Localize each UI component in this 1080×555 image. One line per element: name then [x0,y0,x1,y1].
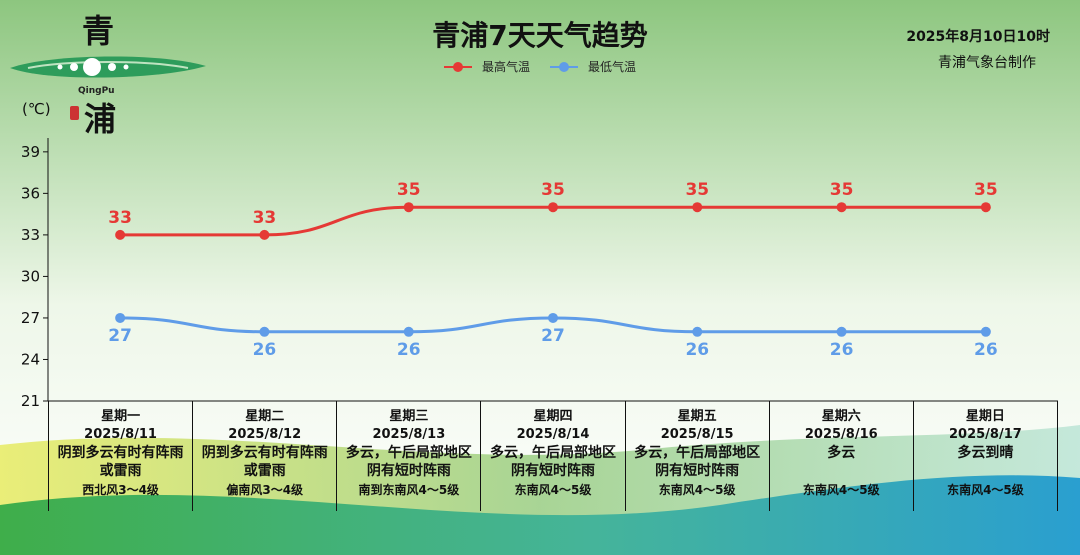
forecast-date: 2025/8/16 [804,427,878,442]
forecast-weekday: 星期日 [965,409,1005,424]
legend-low-line-icon [550,61,578,72]
logo-char-top: 青 [82,12,115,50]
forecast-weekday: 星期四 [533,409,573,424]
forecast-cell: 星期二 2025/8/12 阴到多云有时有阵雨或雷雨偏南风3～4级 [193,401,338,511]
data-point [980,326,991,337]
legend-item-low: 最低气温 [550,58,636,75]
forecast-wind: 东南风4～5级 [802,483,880,497]
logo-seal-icon [70,106,79,120]
agency-label: 青浦气象台制作 [938,55,1036,71]
forecast-description: 多云到晴 [957,445,1014,461]
data-label: 26 [397,340,421,360]
forecast-table: 星期一 2025/8/11 阴到多云有时有阵雨或雷雨西北风3～4级 星期二 2025/8… [48,401,1058,511]
y-tick-label: 21 [21,392,40,410]
forecast-description: 多云，午后局部地区阴有短时阵雨 [634,445,761,479]
forecast-description: 多云 [827,445,856,461]
forecast-weekday: 星期二 [245,409,285,424]
data-label: 35 [830,180,854,200]
forecast-cell: 星期六 2025/8/16 多云东南风4～5级 [770,401,914,511]
forecast-wind: 东南风4～5级 [947,483,1024,497]
y-tick-label: 36 [21,184,40,202]
data-label: 33 [108,208,132,228]
forecast-description: 阴到多云有时有阵雨或雷雨 [57,445,184,479]
logo-pinyin: QingPu [78,86,115,96]
forecast-date: 2025/8/13 [372,427,446,442]
forecast-date: 2025/8/12 [228,427,302,442]
forecast-wind: 西北风3～4级 [82,483,159,497]
forecast-weekday: 星期一 [101,409,141,424]
y-tick-label: 30 [21,267,40,285]
data-point [980,202,991,213]
data-point [115,229,126,240]
legend-high-label: 最高气温 [481,60,530,74]
forecast-description: 阴到多云有时有阵雨或雷雨 [201,445,328,479]
data-point [115,312,126,323]
forecast-date: 2025/8/11 [84,427,157,442]
forecast-weekday: 星期五 [677,409,717,424]
data-label: 35 [685,180,709,200]
forecast-weekday: 星期三 [389,409,429,424]
data-label: 26 [253,340,277,360]
data-point [692,202,703,213]
data-point [259,326,270,337]
data-label: 27 [108,326,132,346]
forecast-wind: 东南风4～5级 [514,483,592,497]
data-label: 26 [974,340,998,360]
forecast-date: 2025/8/17 [949,427,1022,442]
logo-char-bottom: 浦 [84,100,117,138]
forecast-cell: 星期日 2025/8/17 多云到晴东南风4～5级 [914,401,1058,511]
data-point [548,202,558,213]
data-label: 35 [397,180,421,200]
legend-low-label: 最低气温 [588,60,637,74]
forecast-wind: 偏南风3～4级 [226,483,304,497]
forecast-weekday: 星期六 [821,409,861,424]
y-tick-label: 33 [21,226,40,244]
forecast-wind: 南到东南风4～5级 [358,483,460,497]
forecast-wind: 东南风4～5级 [658,483,736,497]
data-point [403,202,414,213]
forecast-date: 2025/8/14 [516,427,590,442]
y-tick-label: 39 [21,143,40,161]
logo-brush-icon [10,56,206,78]
issue-timestamp: 2025年8月10日10时 [906,29,1050,45]
forecast-description: 多云，午后局部地区阴有短时阵雨 [489,445,616,479]
forecast-date: 2025/8/15 [660,427,734,442]
page-title: 青浦7天天气趋势 [432,19,648,52]
legend-high-line-icon [443,61,472,72]
data-label: 26 [830,340,854,360]
forecast-cell: 星期五 2025/8/15 多云，午后局部地区阴有短时阵雨东南风4～5级 [626,401,770,511]
data-point [836,326,847,337]
data-label: 27 [541,326,565,346]
data-point [548,312,558,323]
data-label: 26 [685,340,709,360]
data-label: 33 [253,208,277,228]
chart-legend: 最高气温 最低气温 [0,58,1080,75]
data-label: 35 [541,180,565,200]
data-point [692,326,703,337]
y-axis-unit: (℃) [22,100,51,118]
forecast-cell: 星期一 2025/8/11 阴到多云有时有阵雨或雷雨西北风3～4级 [48,401,194,511]
forecast-description: 多云，午后局部地区阴有短时阵雨 [345,445,472,479]
data-label: 35 [974,180,998,200]
data-point [403,326,414,337]
legend-item-high: 最高气温 [443,58,530,75]
data-point [259,229,270,240]
y-tick-label: 24 [21,350,40,368]
data-point [836,202,847,213]
forecast-cell: 星期四 2025/8/14 多云，午后局部地区阴有短时阵雨东南风4～5级 [481,401,626,511]
y-tick-label: 27 [21,309,40,327]
forecast-cell: 星期三 2025/8/13 多云，午后局部地区阴有短时阵雨南到东南风4～5级 [337,401,482,511]
